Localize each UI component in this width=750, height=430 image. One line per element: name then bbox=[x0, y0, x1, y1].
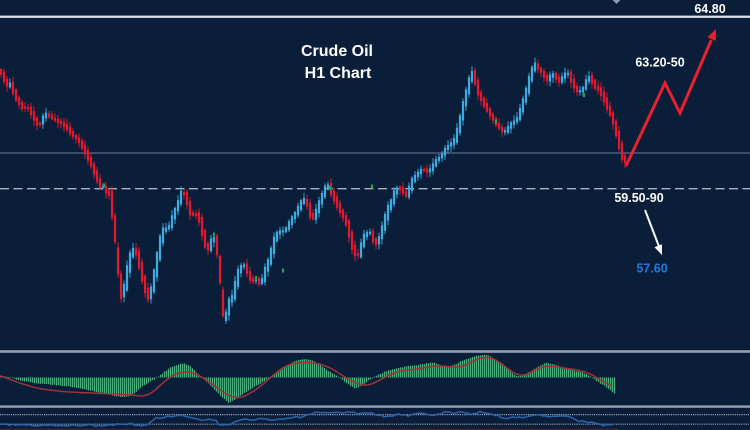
svg-text:H1 Chart: H1 Chart bbox=[305, 65, 372, 82]
svg-text:Crude Oil: Crude Oil bbox=[301, 43, 373, 60]
svg-text:64.80: 64.80 bbox=[694, 2, 725, 16]
svg-text:59.50-90: 59.50-90 bbox=[614, 191, 663, 205]
svg-text:63.20-50: 63.20-50 bbox=[635, 56, 684, 70]
svg-text:57.60: 57.60 bbox=[636, 262, 667, 276]
